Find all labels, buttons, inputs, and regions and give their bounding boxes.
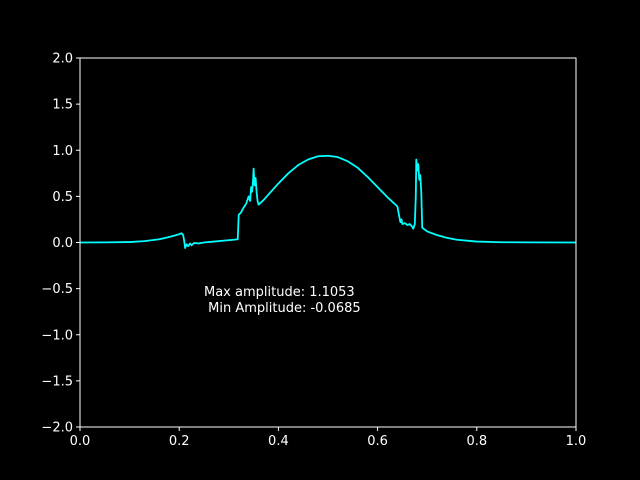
y-tick-label: −2.0: [41, 421, 73, 436]
x-tick-label: 1.0: [566, 434, 587, 449]
y-tick-label: 0.0: [52, 236, 73, 251]
x-tick-label: 0.6: [367, 434, 388, 449]
y-tick-label: 0.5: [52, 190, 73, 205]
x-tick-label: 0.8: [466, 434, 487, 449]
y-tick-label: −0.5: [41, 282, 73, 297]
x-axis: 0.0 0.2 0.4 0.6 0.8 1.0: [70, 427, 587, 449]
y-tick-label: −1.5: [41, 374, 73, 389]
y-tick-label: 1.0: [52, 144, 73, 159]
annotation-min: Min Amplitude: -0.0685: [204, 301, 361, 316]
x-tick-label: 0.4: [268, 434, 289, 449]
annotation-max: Max amplitude: 1.1053: [204, 285, 355, 300]
y-axis: 2.0 1.5 1.0 0.5 0.0 −0.5 −1.0 −1.5 −2.0: [41, 52, 80, 436]
series-line-0: [79, 154, 577, 249]
y-tick-label: −1.0: [41, 328, 73, 343]
y-tick-label: 2.0: [52, 52, 73, 67]
x-tick-label: 0.0: [70, 434, 91, 449]
y-tick-label: 1.5: [52, 98, 73, 113]
series-layer: [79, 154, 577, 249]
x-tick-label: 0.2: [169, 434, 190, 449]
